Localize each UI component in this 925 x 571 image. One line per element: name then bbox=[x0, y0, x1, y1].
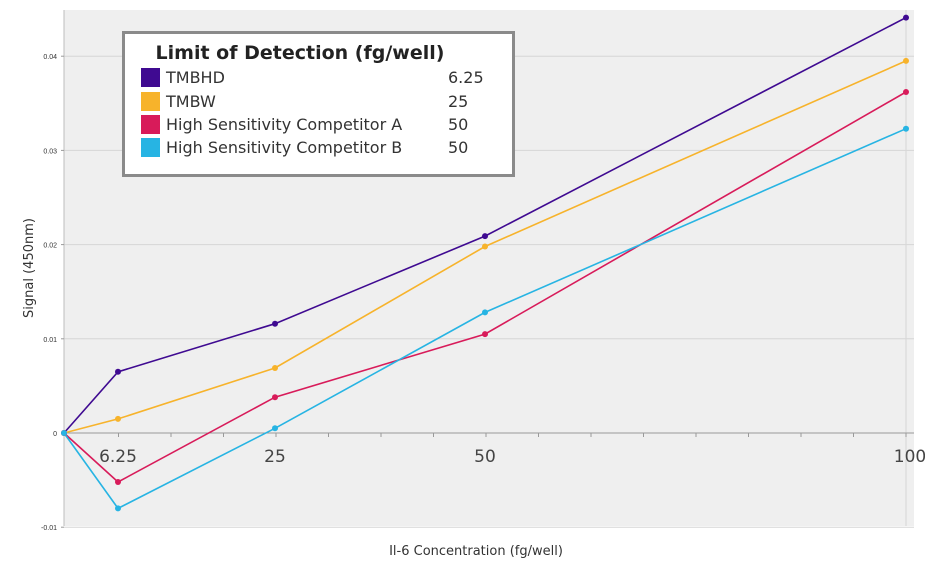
legend-item-competitor-b: High Sensitivity Competitor B 50 bbox=[141, 137, 501, 159]
y-tick-label: 0.01 bbox=[43, 337, 57, 344]
data-point bbox=[903, 57, 909, 64]
legend-label-tmbhd: TMBHD bbox=[166, 68, 225, 87]
legend-value-tmbhd: 6.25 bbox=[448, 68, 484, 87]
x-tick-label: 100 bbox=[894, 447, 925, 467]
data-point bbox=[272, 394, 278, 401]
y-tick-label: 0.02 bbox=[43, 243, 57, 250]
data-point bbox=[115, 415, 121, 422]
legend-label-tmbw: TMBW bbox=[166, 92, 216, 111]
legend-swatch-tmbw bbox=[141, 92, 160, 111]
x-tick-label: 6.25 bbox=[99, 447, 137, 467]
legend-label-competitor-a: High Sensitivity Competitor A bbox=[166, 115, 403, 134]
x-axis-title: Il-6 Concentration (fg/well) bbox=[389, 544, 563, 559]
legend-item-competitor-a: High Sensitivity Competitor A 50 bbox=[141, 114, 501, 136]
legend-swatch-competitor-a bbox=[141, 115, 160, 134]
legend-swatch-tmbhd bbox=[141, 68, 160, 87]
data-point bbox=[115, 368, 121, 375]
y-tick-label: 0.04 bbox=[43, 54, 57, 61]
data-point bbox=[272, 425, 278, 432]
y-tick-label: -0.01 bbox=[41, 525, 57, 532]
series-points bbox=[61, 14, 909, 512]
legend-value-tmbw: 25 bbox=[448, 92, 469, 111]
data-point bbox=[482, 331, 488, 338]
y-axis-title: Signal (450nm) bbox=[22, 218, 37, 318]
data-point bbox=[272, 365, 278, 371]
data-point bbox=[272, 320, 278, 327]
data-point bbox=[482, 309, 488, 316]
legend-value-competitor-b: 50 bbox=[448, 138, 469, 157]
legend-title: Limit of Detection (fg/well) bbox=[155, 42, 445, 64]
data-point bbox=[903, 14, 909, 21]
y-tick-labels: -0.01 0 0.01 0.02 0.03 0.04 bbox=[41, 54, 57, 532]
y-tick-label: 0.03 bbox=[43, 148, 57, 155]
x-tick-labels: 6.25 25 50 100 bbox=[99, 447, 925, 467]
legend: Limit of Detection (fg/well) TMBHD 6.25 … bbox=[122, 31, 515, 177]
data-point bbox=[482, 233, 488, 240]
legend-label-competitor-b: High Sensitivity Competitor B bbox=[166, 138, 403, 157]
data-point bbox=[115, 479, 121, 485]
legend-swatch-competitor-b bbox=[141, 138, 160, 157]
x-tick-label: 25 bbox=[264, 447, 286, 467]
legend-item-tmbhd: TMBHD 6.25 bbox=[141, 67, 501, 89]
data-point bbox=[903, 89, 909, 95]
legend-item-tmbw: TMBW 25 bbox=[141, 91, 501, 113]
data-point bbox=[115, 505, 121, 512]
legend-value-competitor-a: 50 bbox=[448, 115, 469, 134]
data-point bbox=[482, 243, 488, 250]
data-point bbox=[61, 430, 67, 436]
y-tick-label: 0 bbox=[53, 431, 57, 438]
x-tick-label: 50 bbox=[474, 447, 496, 467]
data-point bbox=[903, 125, 909, 132]
